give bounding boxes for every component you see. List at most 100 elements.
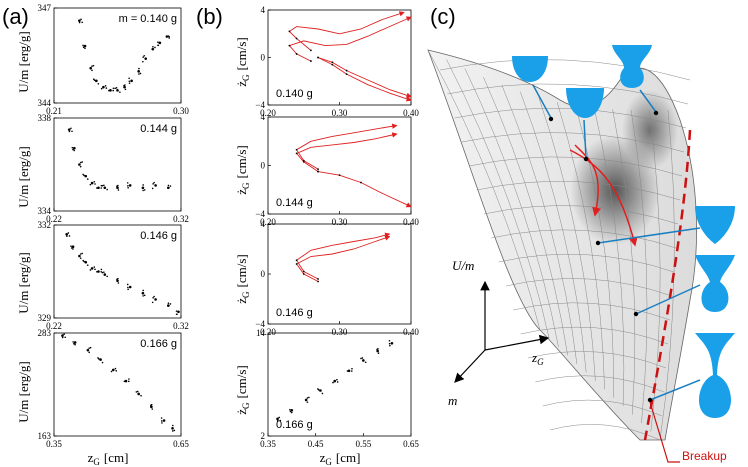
ylabel-b-3: żG [cm/s] bbox=[234, 254, 251, 304]
x-tick-label: 0.65 bbox=[403, 439, 419, 449]
axis-m bbox=[454, 349, 486, 383]
mesh-line bbox=[469, 156, 683, 177]
y-tick-label: 0 bbox=[261, 269, 266, 279]
y-tick-label: 163 bbox=[38, 431, 52, 441]
x-tick-label: 0.35 bbox=[46, 439, 62, 449]
data-point bbox=[83, 44, 87, 48]
data-point bbox=[84, 174, 88, 178]
plot-frame bbox=[53, 224, 182, 319]
x-tick-label: 0.40 bbox=[403, 327, 419, 337]
data-point bbox=[360, 357, 362, 360]
plot-frame bbox=[53, 7, 182, 104]
xlabel-b: zG [cm] bbox=[320, 450, 361, 467]
data-point bbox=[306, 397, 309, 399]
trajectory-series bbox=[295, 232, 391, 280]
data-point bbox=[317, 388, 319, 390]
data-point bbox=[116, 186, 119, 190]
data-point bbox=[151, 301, 154, 304]
x-tick-label: 0.30 bbox=[332, 327, 348, 337]
data-point bbox=[72, 148, 74, 151]
data-point bbox=[89, 269, 92, 271]
y-tick-label: −4 bbox=[255, 209, 265, 219]
data-point bbox=[78, 254, 81, 258]
data-point bbox=[90, 267, 94, 270]
axis-u-label: U/m bbox=[452, 258, 474, 273]
data-point bbox=[289, 410, 292, 413]
data-point bbox=[127, 286, 129, 289]
data-point bbox=[88, 351, 90, 354]
droplet-shape-4 bbox=[695, 206, 735, 244]
mesh-line bbox=[446, 59, 550, 339]
mass-label: 0.146 g bbox=[276, 307, 313, 319]
data-point bbox=[79, 165, 82, 168]
data-point bbox=[295, 53, 298, 55]
data-point bbox=[67, 232, 70, 234]
data-point bbox=[92, 64, 95, 67]
data-point bbox=[68, 130, 71, 133]
data-point bbox=[350, 370, 353, 372]
trajectory-series bbox=[295, 132, 398, 172]
data-point bbox=[84, 260, 88, 264]
data-point bbox=[78, 19, 81, 22]
data-point bbox=[78, 163, 81, 166]
xlabel-a: zG [cm] bbox=[88, 450, 129, 467]
data-point bbox=[100, 87, 103, 90]
data-point bbox=[128, 378, 130, 380]
panel-label-c: (c) bbox=[430, 4, 456, 29]
data-point bbox=[82, 259, 84, 262]
data-point bbox=[127, 185, 129, 187]
data-point bbox=[82, 44, 84, 47]
pointer-line-3 bbox=[583, 119, 587, 159]
data-point bbox=[99, 358, 102, 361]
data-point bbox=[152, 48, 155, 50]
data-point bbox=[142, 289, 144, 292]
y-tick-label: 329 bbox=[38, 313, 52, 323]
data-point bbox=[173, 429, 176, 432]
ylabel-a-4: U/m [erg/g] bbox=[16, 361, 31, 423]
mesh-line bbox=[483, 76, 568, 356]
data-point bbox=[345, 69, 348, 72]
data-point bbox=[295, 148, 298, 151]
data-point bbox=[106, 275, 108, 278]
data-point bbox=[116, 185, 118, 188]
ylabel-b-sub: G bbox=[241, 402, 251, 409]
data-point bbox=[93, 180, 96, 183]
data-point bbox=[135, 391, 138, 393]
data-point bbox=[139, 72, 142, 75]
x-tick-label: 0.20 bbox=[260, 327, 276, 337]
data-point bbox=[388, 342, 391, 345]
data-point bbox=[78, 21, 81, 24]
pointer-dot bbox=[647, 397, 653, 403]
data-point bbox=[92, 78, 95, 80]
ylabel-b-sub: G bbox=[241, 182, 251, 189]
x-tick-label: 0.35 bbox=[260, 439, 276, 449]
y-tick-label: 334 bbox=[38, 206, 52, 216]
pointer-dot bbox=[595, 240, 601, 246]
data-point bbox=[70, 245, 72, 247]
axis-m-label: m bbox=[448, 393, 457, 408]
surface-peak-shade bbox=[622, 90, 678, 170]
data-point bbox=[100, 270, 103, 273]
data-point bbox=[119, 91, 121, 93]
y-tick-label: 14 bbox=[256, 328, 266, 338]
data-point bbox=[165, 35, 169, 38]
data-point bbox=[150, 405, 153, 409]
data-point bbox=[81, 161, 83, 163]
data-point bbox=[288, 30, 291, 33]
data-point bbox=[96, 270, 98, 273]
data-point bbox=[302, 273, 305, 275]
mesh-line bbox=[505, 278, 673, 297]
data-point bbox=[72, 342, 75, 345]
data-point bbox=[377, 352, 380, 355]
mass-label: 0.144 g bbox=[140, 123, 177, 135]
trajectory-series bbox=[295, 235, 391, 282]
data-point bbox=[351, 367, 353, 370]
mesh-line bbox=[549, 424, 661, 441]
pointer-line-2 bbox=[639, 89, 657, 113]
data-point bbox=[71, 130, 73, 133]
data-point bbox=[295, 152, 298, 155]
data-point bbox=[319, 389, 322, 392]
trajectory-arrow-2 bbox=[569, 149, 638, 247]
